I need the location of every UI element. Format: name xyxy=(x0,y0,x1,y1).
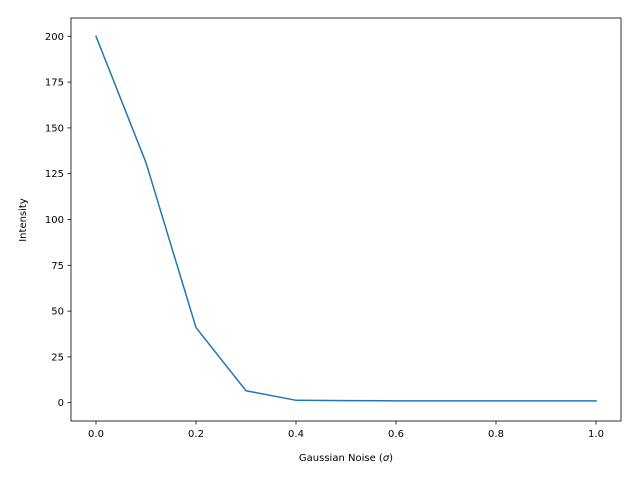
y-tick-label: 25 xyxy=(51,352,64,363)
y-axis-ticks: 0 25 50 75 100 125 150 175 200 xyxy=(45,32,71,409)
series-line-0 xyxy=(95,35,597,402)
x-tick-label: 1.0 xyxy=(588,429,604,440)
x-tick-label: 0.8 xyxy=(488,429,504,440)
y-tick-label: 125 xyxy=(45,169,64,180)
x-tick-label: 0.6 xyxy=(388,429,404,440)
x-axis-label: Gaussian Noise (σ) xyxy=(299,453,393,464)
x-tick-label: 0.0 xyxy=(88,429,104,440)
y-tick-label: 150 xyxy=(45,123,64,134)
x-axis-ticks: 0.0 0.2 0.4 0.6 0.8 1.0 xyxy=(88,421,604,440)
y-tick-label: 200 xyxy=(45,32,64,43)
y-axis-label: Intensity xyxy=(18,198,29,242)
y-tick-label: 0 xyxy=(58,398,64,409)
y-tick-label: 100 xyxy=(45,215,64,226)
x-tick-label: 0.2 xyxy=(188,429,204,440)
y-tick-label: 50 xyxy=(51,307,64,318)
x-tick-label: 0.4 xyxy=(288,429,304,440)
y-tick-label: 175 xyxy=(45,78,64,89)
y-tick-label: 75 xyxy=(51,261,64,272)
